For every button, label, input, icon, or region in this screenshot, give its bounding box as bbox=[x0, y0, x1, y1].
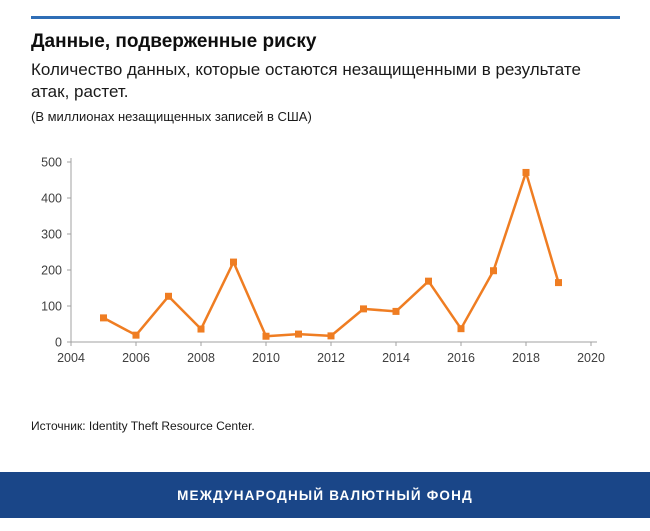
line-chart: 0 100 200 300 400 500 2004 2006 2008 2010 2012 2014… bbox=[31, 150, 620, 375]
imf-footer-bar: МЕЖДУНАРОДНЫЙ ВАЛЮТНЫЙ ФОНД bbox=[0, 472, 650, 518]
svg-text:100: 100 bbox=[41, 299, 62, 313]
svg-text:2014: 2014 bbox=[382, 351, 410, 365]
chart-title: Данные, подверженные риску bbox=[31, 31, 317, 52]
svg-text:2016: 2016 bbox=[447, 351, 475, 365]
top-divider bbox=[31, 16, 620, 19]
svg-text:300: 300 bbox=[41, 227, 62, 241]
imf-footer-text: МЕЖДУНАРОДНЫЙ ВАЛЮТНЫЙ ФОНД bbox=[177, 487, 473, 503]
infographic: Данные, подверженные риску Количество да… bbox=[31, 16, 620, 433]
svg-text:400: 400 bbox=[41, 191, 62, 205]
chart-subtitle: Количество данных, которые остаются неза… bbox=[31, 60, 581, 102]
chart-units-note: (В миллионах незащищенных записей в США) bbox=[31, 108, 312, 124]
source-note: Источник: Identity Theft Resource Center… bbox=[31, 418, 255, 433]
svg-text:2012: 2012 bbox=[317, 351, 345, 365]
svg-text:0: 0 bbox=[55, 335, 62, 349]
svg-text:2010: 2010 bbox=[252, 351, 280, 365]
svg-text:2004: 2004 bbox=[57, 351, 85, 365]
svg-text:2008: 2008 bbox=[187, 351, 215, 365]
line-chart-svg: 0 100 200 300 400 500 2004 2006 2008 2010 2012 2014… bbox=[41, 155, 605, 365]
svg-text:500: 500 bbox=[41, 155, 62, 169]
svg-text:2020: 2020 bbox=[577, 351, 605, 365]
svg-text:2006: 2006 bbox=[122, 351, 150, 365]
svg-text:2018: 2018 bbox=[512, 351, 540, 365]
svg-text:200: 200 bbox=[41, 263, 62, 277]
